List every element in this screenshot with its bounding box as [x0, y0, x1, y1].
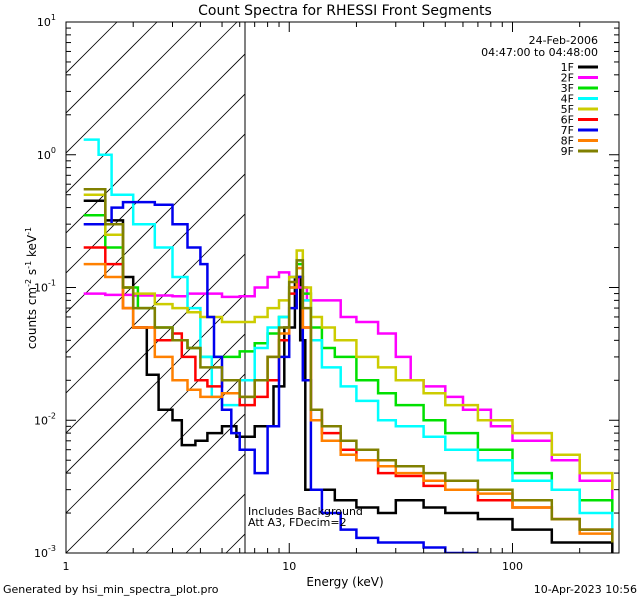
- legend-label-6F: 6F: [561, 114, 574, 127]
- hatch-line: [66, 53, 245, 234]
- hatch-line: [66, 373, 245, 553]
- date-label: 24-Feb-2006: [529, 34, 598, 47]
- legend-label-5F: 5F: [561, 103, 574, 116]
- hatch-line: [66, 253, 245, 434]
- hatch-line: [66, 333, 245, 514]
- chart-title: Count Spectra for RHESSI Front Segments: [198, 3, 492, 19]
- x-tick-label: 1: [63, 560, 70, 573]
- y-tick-label: 10-1: [34, 279, 56, 295]
- legend-label-2F: 2F: [561, 72, 574, 85]
- hatch-line: [66, 22, 198, 154]
- series-6F: [83, 246, 614, 543]
- hatch-line: [105, 413, 245, 553]
- legend-label-3F: 3F: [561, 82, 574, 95]
- series-4F: [83, 138, 614, 530]
- x-axis-label: Energy (keV): [306, 575, 383, 589]
- hatch-line: [66, 293, 245, 474]
- hatch-line: [66, 22, 118, 74]
- series-7F: [83, 200, 478, 553]
- hatch-line: [66, 22, 158, 114]
- hatch-line: [66, 173, 245, 354]
- x-tick-label: 10: [282, 560, 296, 573]
- y-axis-label-mid: s: [25, 269, 39, 279]
- y-tick-labels: 10-3 10-2 10-1 100 101: [34, 13, 56, 560]
- legend-label-4F: 4F: [561, 93, 574, 106]
- x-tick-label: 100: [502, 560, 523, 573]
- legend-label-9F: 9F: [561, 145, 574, 158]
- y-axis-label-end: keV: [25, 234, 39, 261]
- annotation-1: Att A3, FDecim=2: [248, 516, 347, 529]
- legend-label-8F: 8F: [561, 135, 574, 148]
- time-range-label: 04:47:00 to 04:48:00: [481, 46, 598, 59]
- legend-label-1F: 1F: [561, 61, 574, 74]
- hatch-line: [66, 22, 238, 194]
- y-axis-label-base: counts cm: [25, 287, 39, 349]
- series-5F: [83, 193, 614, 490]
- annotation-0: Includes Background: [248, 505, 363, 518]
- y-tick-label: 100: [37, 146, 56, 162]
- hatch-line: [66, 93, 245, 274]
- series-layer: [83, 138, 614, 553]
- x-tick-labels: 1 10 100: [63, 560, 523, 573]
- series-9F: [83, 187, 614, 543]
- y-tick-label: 10-2: [34, 411, 56, 427]
- hatch-line: [66, 133, 245, 314]
- y-axis-label: counts cm-2 s-1 keV-1: [24, 227, 39, 349]
- y-axis-label-sup3: -1: [24, 227, 33, 235]
- footer-timestamp: 10-Apr-2023 10:56: [533, 583, 637, 596]
- y-axis-label-sup1: -2: [24, 279, 33, 287]
- legend-label-7F: 7F: [561, 124, 574, 137]
- axis-ticks: [65, 22, 620, 554]
- series-3F: [83, 214, 614, 513]
- y-tick-label: 10-3: [34, 544, 56, 560]
- y-axis-label-sup2: -1: [24, 261, 33, 269]
- footer-generated-by: Generated by hsi_min_spectra_plot.pro: [3, 583, 219, 596]
- hatch-line: [145, 453, 245, 553]
- hatch-line: [66, 213, 245, 394]
- y-tick-label: 101: [37, 13, 56, 29]
